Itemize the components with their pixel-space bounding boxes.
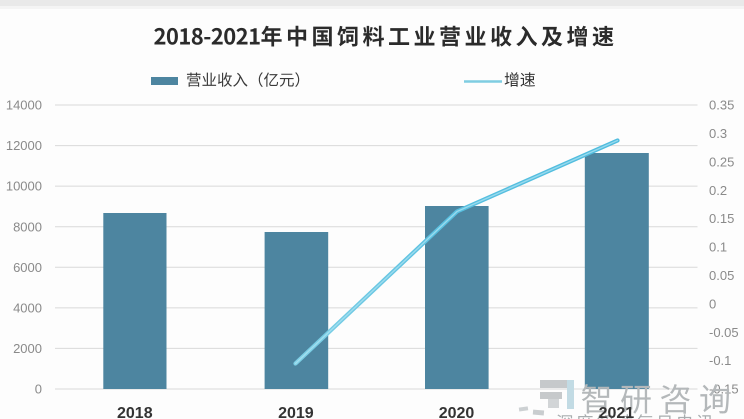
svg-text:0.2: 0.2	[709, 183, 727, 198]
svg-text:-0.05: -0.05	[709, 325, 739, 340]
svg-text:-0.1: -0.1	[709, 353, 731, 368]
svg-text:12000: 12000	[6, 138, 42, 153]
svg-text:0: 0	[709, 296, 716, 311]
svg-text:4000: 4000	[13, 301, 42, 316]
svg-text:10000: 10000	[6, 179, 42, 194]
svg-text:2000: 2000	[13, 341, 42, 356]
svg-text:0.1: 0.1	[709, 240, 727, 255]
svg-text:2021: 2021	[599, 405, 635, 419]
svg-text:6000: 6000	[13, 260, 42, 275]
svg-text:2018: 2018	[117, 405, 153, 419]
svg-text:2019: 2019	[278, 405, 314, 419]
svg-text:0: 0	[35, 382, 42, 397]
svg-text:8000: 8000	[13, 219, 42, 234]
svg-text:14000: 14000	[6, 98, 42, 113]
svg-text:0.35: 0.35	[709, 98, 734, 113]
svg-text:0.15: 0.15	[709, 211, 734, 226]
svg-text:2020: 2020	[439, 405, 475, 419]
svg-text:0.05: 0.05	[709, 268, 734, 283]
svg-text:0.25: 0.25	[709, 154, 734, 169]
svg-text:0.3: 0.3	[709, 126, 727, 141]
